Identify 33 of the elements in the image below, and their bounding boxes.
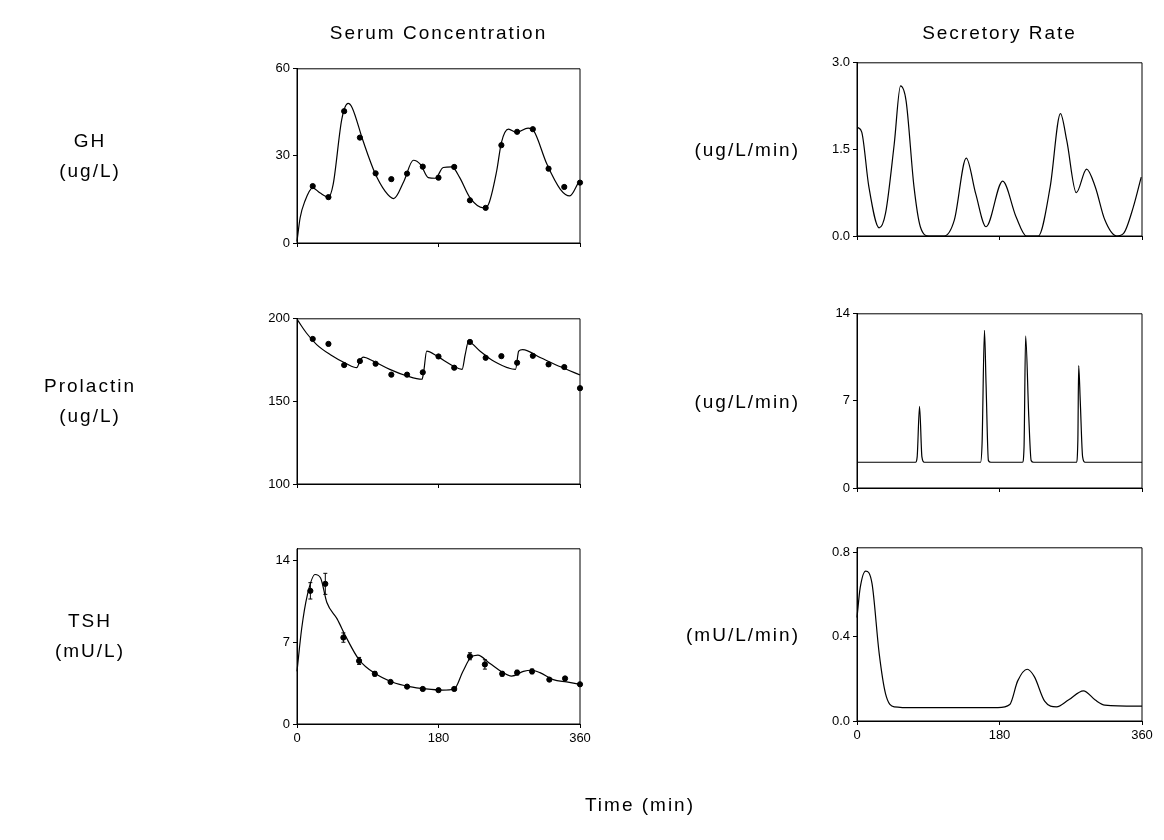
x-axis-title: Time (min) bbox=[583, 793, 697, 817]
y-axis-title: (mU/L/min) bbox=[685, 623, 800, 647]
y-tick-label: 14 bbox=[275, 552, 290, 568]
y-tick-label: 0.0 bbox=[831, 712, 850, 728]
x-tick-label: 0 bbox=[853, 727, 861, 743]
y-tick-label: 0 bbox=[282, 234, 290, 250]
y-tick-label: 1.5 bbox=[831, 140, 850, 156]
y-tick-label: 0 bbox=[842, 479, 850, 495]
x-tick-label: 0 bbox=[293, 730, 301, 746]
y-axis-title: TSH (mU/L) bbox=[53, 609, 127, 664]
y-tick-label: 0.8 bbox=[831, 543, 850, 559]
y-tick-label: 60 bbox=[275, 60, 290, 76]
y-tick-label: 0.4 bbox=[831, 628, 850, 644]
y-tick-label: 30 bbox=[275, 147, 290, 163]
chart-title: Secretory Rate bbox=[921, 21, 1078, 45]
y-axis-title: (ug/L/min) bbox=[693, 389, 800, 414]
x-tick-label: 360 bbox=[569, 730, 591, 746]
x-tick-label: 180 bbox=[988, 727, 1011, 743]
y-axis-title: GH (ug/L) bbox=[58, 128, 122, 183]
y-tick-label: 7 bbox=[842, 392, 850, 408]
y-tick-label: 0 bbox=[282, 715, 290, 731]
y-tick-label: 14 bbox=[835, 305, 850, 321]
y-tick-label: 0.0 bbox=[831, 227, 850, 243]
y-axis-title: (ug/L/min) bbox=[693, 138, 800, 162]
y-tick-label: 150 bbox=[268, 392, 290, 408]
y-tick-label: 200 bbox=[268, 310, 290, 326]
y-tick-label: 7 bbox=[282, 633, 290, 649]
y-axis-title: Prolactin (ug/L) bbox=[43, 374, 137, 429]
x-tick-label: 180 bbox=[427, 730, 450, 746]
y-tick-label: 100 bbox=[268, 475, 290, 491]
x-tick-label: 360 bbox=[1131, 727, 1153, 743]
chart-title: Serum Concentration bbox=[328, 21, 549, 45]
y-tick-label: 3.0 bbox=[831, 54, 850, 70]
